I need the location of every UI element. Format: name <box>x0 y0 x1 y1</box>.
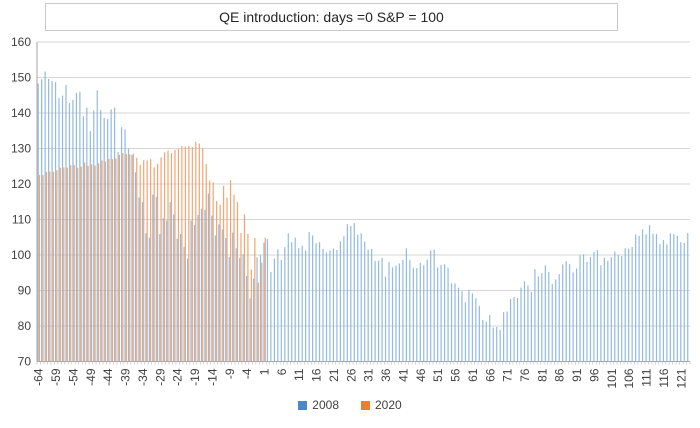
svg-text:-4: -4 <box>240 368 254 379</box>
svg-text:90: 90 <box>18 284 32 298</box>
svg-text:110: 110 <box>12 213 31 227</box>
legend-item-2008: 2008 <box>298 398 339 412</box>
svg-text:51: 51 <box>431 368 445 382</box>
svg-text:36: 36 <box>379 368 393 382</box>
svg-text:91: 91 <box>570 368 584 382</box>
svg-text:21: 21 <box>327 368 341 382</box>
legend-label-2008: 2008 <box>312 398 339 412</box>
svg-text:41: 41 <box>396 368 410 382</box>
svg-text:80: 80 <box>18 319 32 333</box>
svg-text:-39: -39 <box>119 368 133 386</box>
legend: 2008 2020 <box>0 398 700 412</box>
svg-text:61: 61 <box>466 368 480 382</box>
svg-text:71: 71 <box>501 368 515 382</box>
svg-text:-14: -14 <box>205 368 219 386</box>
svg-text:46: 46 <box>414 368 428 382</box>
svg-text:96: 96 <box>587 368 601 382</box>
svg-text:130: 130 <box>11 142 31 156</box>
svg-text:116: 116 <box>657 368 671 387</box>
legend-label-2020: 2020 <box>375 398 402 412</box>
svg-text:86: 86 <box>553 368 567 382</box>
svg-text:-34: -34 <box>136 368 150 386</box>
svg-text:111: 111 <box>640 368 654 387</box>
svg-text:-44: -44 <box>101 368 115 386</box>
svg-text:76: 76 <box>518 368 532 382</box>
svg-text:120: 120 <box>11 177 31 191</box>
svg-text:-24: -24 <box>171 368 185 386</box>
svg-text:70: 70 <box>18 355 32 369</box>
svg-text:26: 26 <box>344 368 358 382</box>
svg-text:6: 6 <box>275 368 289 375</box>
svg-text:-54: -54 <box>66 368 80 386</box>
svg-text:140: 140 <box>11 106 31 120</box>
svg-text:66: 66 <box>483 368 497 382</box>
svg-text:-64: -64 <box>32 368 46 386</box>
chart-title: QE introduction: days =0 S&P = 100 <box>219 9 444 25</box>
svg-text:11: 11 <box>292 368 306 381</box>
svg-text:-59: -59 <box>49 368 63 386</box>
svg-text:106: 106 <box>622 368 636 388</box>
svg-text:100: 100 <box>11 248 31 262</box>
legend-swatch-2020-icon <box>361 400 370 410</box>
svg-text:-9: -9 <box>223 368 237 379</box>
svg-text:160: 160 <box>11 35 31 49</box>
svg-text:101: 101 <box>605 368 619 388</box>
svg-text:1: 1 <box>258 368 272 375</box>
svg-text:31: 31 <box>362 368 376 382</box>
svg-text:-49: -49 <box>84 368 98 386</box>
svg-text:56: 56 <box>449 368 463 382</box>
svg-text:-29: -29 <box>153 368 167 386</box>
chart-title-box: QE introduction: days =0 S&P = 100 <box>45 3 618 31</box>
svg-text:121: 121 <box>674 368 688 388</box>
svg-text:81: 81 <box>535 368 549 382</box>
legend-swatch-2008-icon <box>298 400 308 410</box>
svg-text:16: 16 <box>310 368 324 382</box>
svg-text:-19: -19 <box>188 368 202 386</box>
legend-item-2020: 2020 <box>361 398 402 412</box>
svg-text:150: 150 <box>11 71 31 85</box>
